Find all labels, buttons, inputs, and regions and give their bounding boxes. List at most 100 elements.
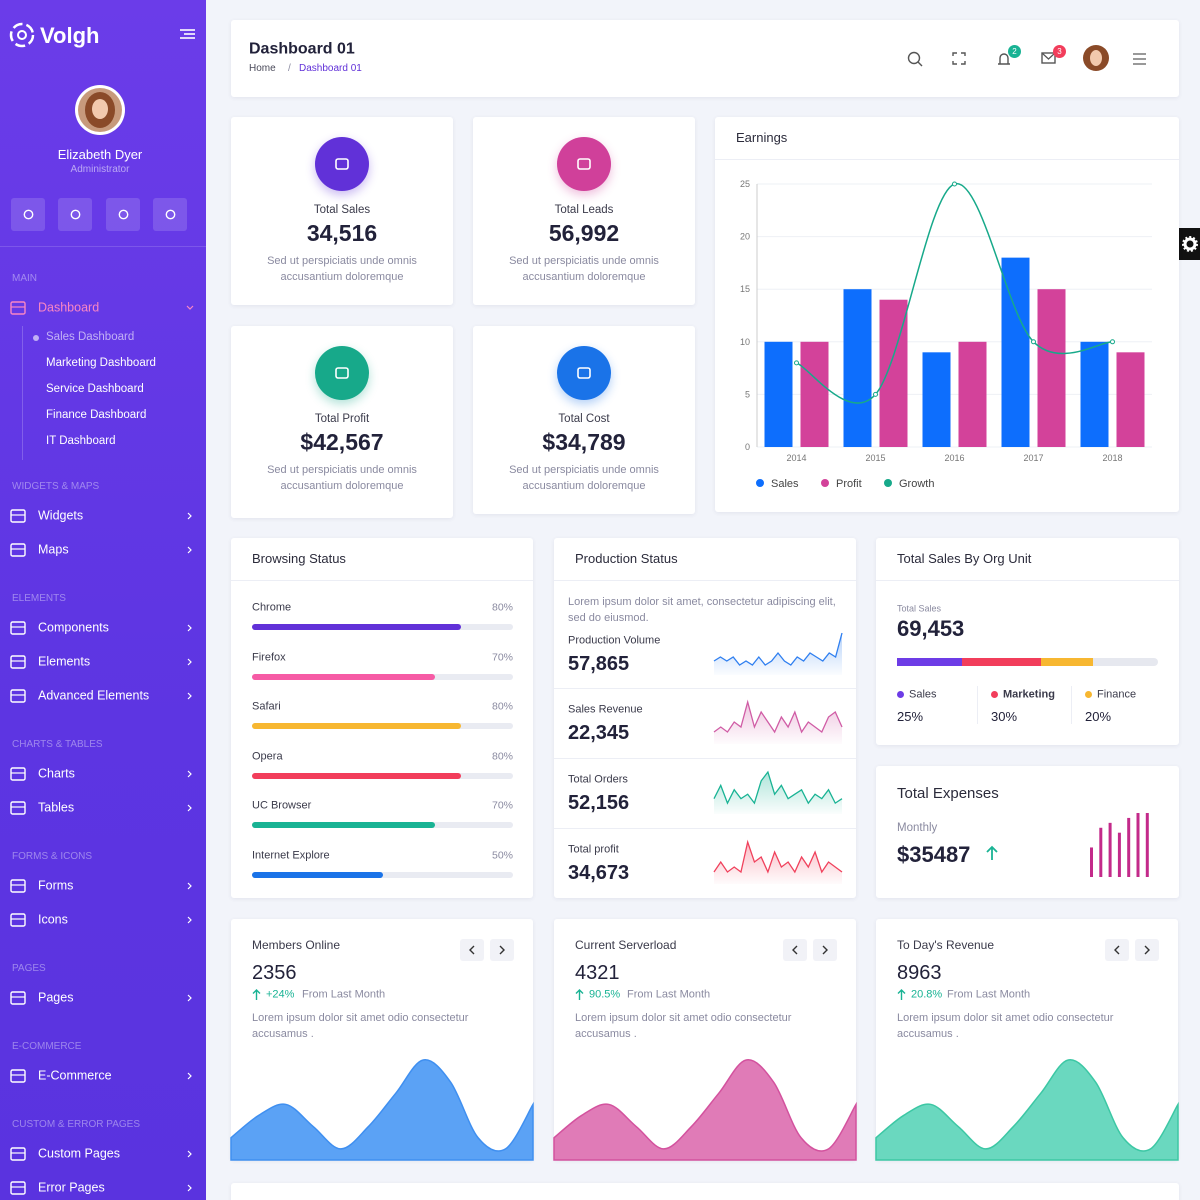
submenu-item[interactable]: Marketing Dashboard: [46, 357, 156, 370]
icon-shape: [10, 689, 26, 703]
trend-up-icon: [986, 845, 998, 860]
menu-item[interactable]: Components: [38, 620, 109, 635]
user-action-icon: [70, 209, 81, 220]
widget-title: Current Serverload: [575, 937, 677, 952]
menu-chevron: [187, 512, 192, 520]
browser-percent: 80%: [491, 700, 513, 713]
row-divider: [554, 758, 856, 759]
widget-note: From Last Month: [302, 988, 386, 1001]
metric-value: 52,156: [568, 792, 630, 814]
chevron: [499, 945, 505, 955]
glyph: [335, 158, 349, 170]
chevron: [187, 624, 192, 632]
section-title: CUSTOM & ERROR PAGES: [12, 1119, 140, 1130]
browser-percent: 70%: [491, 651, 513, 664]
menu-item[interactable]: Dashboard: [38, 300, 100, 315]
gear-icon: [1182, 236, 1198, 252]
menu-item[interactable]: Advanced Elements: [38, 688, 150, 703]
section-title: WIDGETS & MAPS: [12, 481, 100, 492]
section-title: MAIN: [12, 273, 37, 284]
stat-title: Total Profit: [314, 413, 370, 426]
user-action-button[interactable]: [106, 198, 140, 231]
menu-chevron: [187, 1072, 192, 1080]
arrow: [252, 989, 261, 1000]
menu-item[interactable]: Icons: [38, 912, 68, 927]
user-action-button[interactable]: [58, 198, 92, 231]
pager-chevron: [822, 945, 828, 955]
area-chart: [553, 1059, 857, 1161]
unit-divider: [1071, 686, 1072, 724]
menu-item[interactable]: Custom Pages: [38, 1146, 120, 1161]
x-tick-label: 2015: [865, 453, 885, 463]
menu-chevron: [187, 916, 192, 924]
icon-shape: [10, 509, 26, 523]
menu-item[interactable]: Pages: [38, 990, 74, 1005]
sparkline-area: [714, 702, 842, 744]
menu-item[interactable]: Elements: [38, 654, 91, 669]
user-action-button[interactable]: [11, 198, 45, 231]
line-point: [1031, 339, 1036, 345]
menu-item[interactable]: Maps: [38, 542, 69, 557]
sparkline-area: [714, 842, 842, 884]
menu-item[interactable]: Widgets: [38, 508, 84, 523]
menu-item[interactable]: Tables: [38, 800, 75, 815]
pager-button[interactable]: [1135, 939, 1159, 961]
stat-icon-glyph: [577, 158, 591, 170]
pager-button[interactable]: [490, 939, 514, 961]
arrow: [575, 989, 584, 1000]
submenu-item[interactable]: Service Dashboard: [46, 383, 144, 396]
pager-button[interactable]: [813, 939, 837, 961]
browser-name: Chrome: [252, 601, 292, 614]
pager-button[interactable]: [1105, 939, 1129, 961]
browser-name: Safari: [252, 700, 281, 713]
mail-icon: [1041, 52, 1056, 60]
mail-icon: [1041, 52, 1056, 64]
menu-icon: [10, 1147, 26, 1161]
card-title: Earnings: [736, 130, 788, 146]
bar: [843, 289, 872, 447]
icon-shape: [10, 767, 26, 781]
progress-track: [252, 872, 513, 878]
trend-up-icon: [897, 989, 906, 1000]
card-title: Total Sales By Org Unit: [897, 551, 1032, 567]
chevron: [1114, 945, 1120, 955]
chevron: [187, 692, 192, 700]
menu-item[interactable]: Charts: [38, 766, 75, 781]
chevron: [187, 770, 192, 778]
submenu-item[interactable]: IT Dashboard: [46, 435, 116, 448]
stat-icon-glyph: [335, 367, 349, 379]
pager-button[interactable]: [783, 939, 807, 961]
line-point: [873, 391, 878, 397]
menu-toggle[interactable]: [180, 29, 196, 41]
card-title: Browsing Status: [252, 551, 346, 567]
production-card: [554, 538, 856, 898]
bar: [1136, 813, 1140, 877]
submenu-item[interactable]: Sales Dashboard: [46, 331, 135, 344]
submenu-line: [22, 326, 23, 460]
pager-button[interactable]: [460, 939, 484, 961]
legend-marker: [756, 479, 764, 487]
unit-marker: [991, 691, 998, 698]
stat-description: Sed ut perspiciatis unde omnis accusanti…: [267, 464, 417, 492]
menu-chevron: [186, 305, 194, 310]
widget-title: To Day's Revenue: [897, 937, 995, 952]
progress-bar: [252, 822, 435, 829]
menu-item[interactable]: Forms: [38, 878, 74, 893]
menu-chevron: [187, 624, 192, 632]
browser-percent: 80%: [491, 601, 513, 614]
submenu-item[interactable]: Finance Dashboard: [46, 409, 147, 422]
widget-change: +24%: [266, 988, 295, 1001]
unit-divider: [977, 686, 978, 724]
menu-item[interactable]: Error Pages: [38, 1180, 105, 1195]
icon-shape: [118, 209, 129, 220]
bar: [1117, 832, 1121, 877]
card-divider: [715, 159, 1179, 160]
sparkline-line: [713, 699, 843, 734]
y-tick-label: 10: [740, 337, 750, 347]
stat-title: Total Cost: [558, 413, 610, 426]
menu-item[interactable]: E-Commerce: [38, 1068, 112, 1083]
metric-value: 69,453: [897, 615, 965, 641]
chevron: [187, 994, 192, 1002]
user-action-button[interactable]: [153, 198, 187, 231]
widget-value: 8963: [897, 962, 942, 984]
